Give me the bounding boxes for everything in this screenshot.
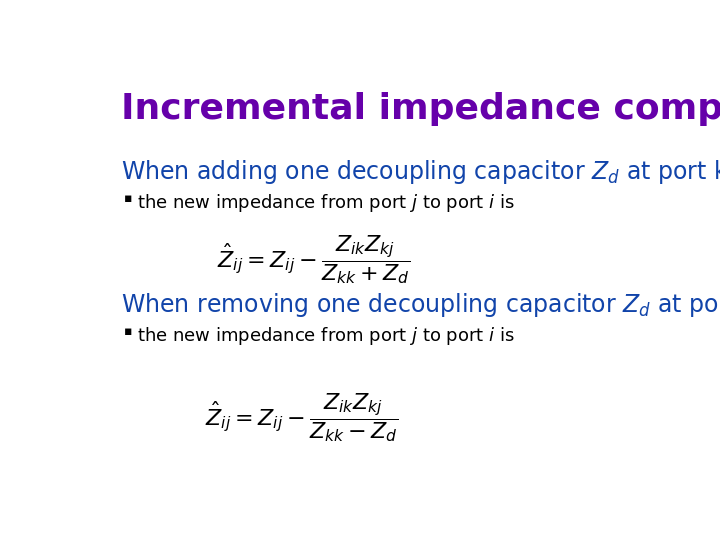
Text: the new impedance from port $j$ to port $i$ is: the new impedance from port $j$ to port … [138,325,515,347]
Text: the new impedance from port $j$ to port $i$ is: the new impedance from port $j$ to port … [138,192,515,214]
Text: $\hat{Z}_{ij} = Z_{ij} - \dfrac{Z_{ik}Z_{kj}}{Z_{kk} + Z_d}$: $\hat{Z}_{ij} = Z_{ij} - \dfrac{Z_{ik}Z_… [217,233,410,286]
Text: Incremental impedance computation: Incremental impedance computation [121,92,720,126]
Text: ▪: ▪ [124,325,132,338]
Text: When adding one decoupling capacitor $Z_d$ at port k: When adding one decoupling capacitor $Z_… [121,158,720,186]
Text: ▪: ▪ [124,192,132,205]
Text: When removing one decoupling capacitor $Z_d$ at port k: When removing one decoupling capacitor $… [121,292,720,320]
Text: $\hat{Z}_{ij} = Z_{ij} - \dfrac{Z_{ik}Z_{kj}}{Z_{kk} - Z_d}$: $\hat{Z}_{ij} = Z_{ij} - \dfrac{Z_{ik}Z_… [205,391,399,444]
